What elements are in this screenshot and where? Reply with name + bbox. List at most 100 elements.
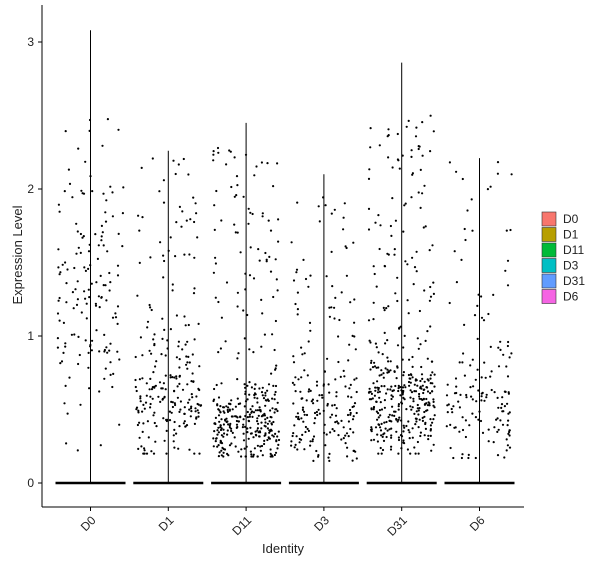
- data-point: [337, 434, 340, 437]
- data-point: [385, 392, 388, 395]
- data-point: [216, 403, 219, 406]
- data-point: [429, 114, 432, 117]
- data-point: [159, 241, 162, 244]
- data-point: [412, 397, 415, 400]
- data-point: [413, 266, 417, 269]
- data-point: [256, 427, 259, 430]
- data-point: [424, 339, 427, 342]
- data-point: [274, 432, 277, 435]
- data-point: [455, 385, 458, 388]
- legend-swatch: [541, 258, 557, 273]
- data-point: [370, 426, 373, 429]
- data-point: [337, 335, 340, 338]
- data-point: [388, 419, 391, 422]
- data-point: [108, 271, 111, 275]
- data-point: [353, 378, 356, 381]
- data-point: [373, 272, 376, 276]
- data-point: [58, 273, 61, 276]
- data-point: [268, 255, 271, 258]
- data-point: [432, 281, 435, 284]
- data-point: [268, 420, 271, 423]
- data-point: [412, 400, 415, 403]
- data-point: [269, 270, 273, 273]
- data-point: [378, 423, 381, 426]
- data-point: [68, 376, 71, 379]
- data-point: [446, 404, 449, 407]
- data-point: [186, 367, 189, 370]
- data-point: [370, 392, 373, 395]
- data-point: [399, 386, 402, 389]
- data-point: [163, 396, 166, 399]
- data-point: [236, 305, 239, 308]
- data-point: [254, 433, 257, 436]
- data-point: [393, 253, 396, 256]
- data-point: [367, 228, 371, 231]
- data-point: [104, 220, 108, 223]
- data-point: [256, 401, 259, 404]
- data-point: [186, 340, 189, 343]
- data-point: [220, 449, 223, 452]
- data-point: [90, 282, 93, 285]
- data-point: [219, 440, 223, 443]
- data-point: [134, 378, 137, 382]
- data-point: [217, 444, 220, 447]
- data-point: [426, 357, 429, 360]
- data-point: [400, 401, 403, 404]
- data-point: [402, 230, 405, 233]
- data-point: [349, 427, 352, 431]
- data-point: [418, 418, 421, 421]
- data-point: [275, 408, 278, 411]
- data-point: [162, 276, 165, 279]
- data-point: [193, 422, 196, 425]
- data-point: [139, 336, 142, 339]
- data-point: [372, 382, 375, 385]
- data-point: [64, 130, 67, 133]
- data-point: [292, 355, 295, 358]
- data-point: [378, 396, 381, 399]
- data-point: [77, 335, 80, 338]
- data-point: [290, 241, 293, 244]
- data-point: [88, 118, 92, 122]
- data-point: [368, 168, 371, 171]
- data-point: [146, 326, 149, 329]
- data-point: [190, 405, 193, 408]
- data-point: [413, 390, 416, 393]
- data-point: [163, 439, 166, 442]
- data-point: [178, 410, 181, 413]
- data-point: [507, 340, 510, 344]
- data-point: [499, 340, 502, 343]
- data-point: [416, 440, 419, 444]
- data-point: [221, 446, 224, 449]
- data-point: [374, 386, 377, 389]
- data-point: [415, 270, 418, 273]
- data-point: [249, 211, 252, 214]
- data-point: [292, 402, 295, 405]
- data-point: [384, 427, 387, 430]
- data-point: [394, 384, 397, 388]
- data-point: [478, 410, 481, 413]
- data-point: [421, 192, 424, 195]
- data-point: [427, 401, 430, 404]
- data-point: [406, 448, 409, 451]
- data-point: [423, 434, 426, 437]
- data-point: [402, 346, 405, 349]
- data-point: [222, 455, 225, 458]
- data-point: [432, 130, 435, 133]
- data-point: [141, 354, 144, 357]
- data-point: [236, 231, 239, 234]
- data-point: [479, 419, 483, 423]
- data-point: [340, 438, 343, 441]
- data-point: [62, 321, 65, 324]
- data-point: [100, 239, 103, 242]
- data-point: [386, 388, 389, 391]
- data-point: [276, 289, 279, 292]
- data-point: [240, 455, 243, 458]
- data-point: [424, 427, 427, 430]
- data-point: [214, 296, 217, 299]
- data-point: [253, 447, 256, 450]
- data-point: [445, 425, 448, 428]
- data-point: [411, 406, 414, 409]
- data-point: [487, 440, 490, 443]
- data-point: [213, 228, 216, 231]
- data-point: [385, 435, 388, 439]
